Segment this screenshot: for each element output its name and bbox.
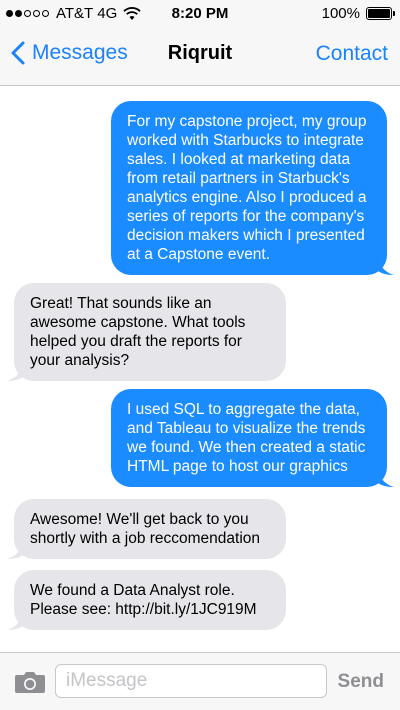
message-text: For my capstone project, my group worked… xyxy=(127,113,367,263)
imessage-input[interactable] xyxy=(55,664,327,698)
wifi-icon xyxy=(123,6,141,20)
bubble-tail xyxy=(376,257,394,275)
status-left: AT&T 4G xyxy=(6,5,141,22)
bubble-tail xyxy=(7,363,25,381)
status-time: 8:20 PM xyxy=(171,5,229,22)
bubble-tail xyxy=(7,541,25,559)
message-text: We found a Data Analyst role. Please see… xyxy=(30,582,257,618)
back-button-label: Messages xyxy=(32,41,128,64)
battery-percentage: 100% xyxy=(321,5,360,22)
message-bubble-sent[interactable]: I used SQL to aggregate the data, and Ta… xyxy=(111,389,394,487)
signal-strength-icon xyxy=(6,10,51,17)
status-bar: AT&T 4G 8:20 PM 100% xyxy=(0,0,400,28)
back-chevron-icon xyxy=(11,41,25,65)
message-bubble-received[interactable]: Awesome! We'll get back to you shortly w… xyxy=(7,499,286,559)
message-bubble-sent[interactable]: For my capstone project, my group worked… xyxy=(111,101,394,275)
message-text: I used SQL to aggregate the data, and Ta… xyxy=(127,401,366,475)
send-button[interactable]: Send xyxy=(337,671,384,692)
carrier-name: AT&T xyxy=(56,5,94,22)
contact-button[interactable]: Contact xyxy=(315,42,388,65)
camera-icon[interactable] xyxy=(14,670,46,694)
bubble-tail xyxy=(376,469,394,487)
message-thread[interactable]: For my capstone project, my group worked… xyxy=(0,87,400,652)
message-input-bar: Send xyxy=(0,652,400,710)
bubble-tail xyxy=(7,612,25,630)
status-right: 100% xyxy=(321,5,395,22)
message-text: Great! That sounds like an awesome capst… xyxy=(30,295,246,369)
network-type: 4G xyxy=(97,5,118,22)
message-text: Awesome! We'll get back to you shortly w… xyxy=(30,511,261,547)
battery-fill xyxy=(368,9,390,18)
message-bubble-received[interactable]: Great! That sounds like an awesome capst… xyxy=(7,283,286,381)
navigation-bar: Messages Riqruit Contact xyxy=(0,28,400,86)
battery-icon xyxy=(366,7,395,20)
message-bubble-received[interactable]: We found a Data Analyst role. Please see… xyxy=(7,570,286,630)
back-button[interactable]: Messages xyxy=(8,40,128,66)
